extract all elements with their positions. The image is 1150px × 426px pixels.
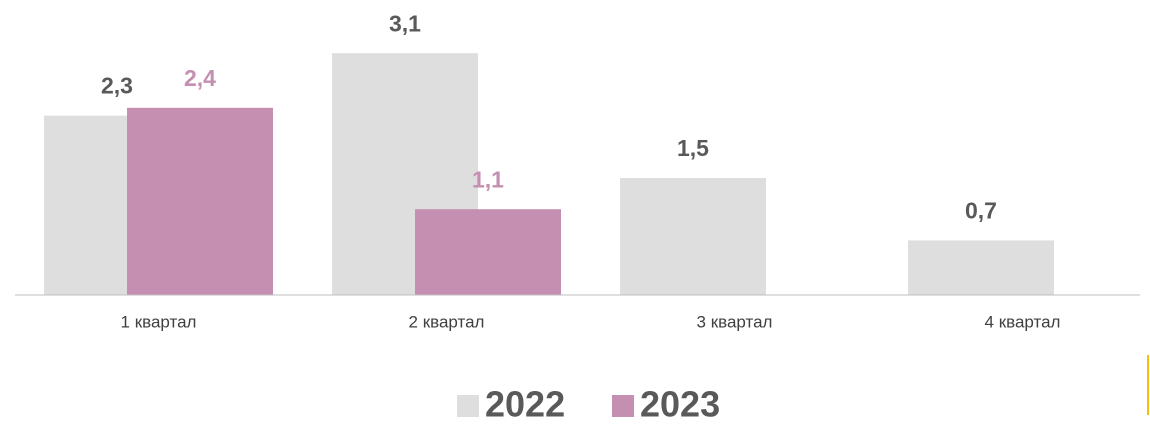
x-tick-label: 3 квартал [697, 312, 773, 331]
bar [620, 178, 766, 295]
value-label: 1,5 [677, 135, 709, 161]
legend-swatch [457, 395, 479, 417]
value-label: 2,3 [101, 73, 133, 99]
value-label: 3,1 [389, 10, 421, 36]
legend-label: 2022 [485, 384, 565, 421]
x-tick-label: 2 квартал [409, 312, 485, 331]
bar [127, 107, 273, 295]
legend-label: 2023 [640, 384, 720, 421]
bar [908, 240, 1054, 295]
legend-swatch [612, 395, 634, 417]
value-label: 1,1 [472, 166, 504, 192]
x-tick-label: 1 квартал [121, 312, 197, 331]
value-label: 0,7 [965, 197, 997, 223]
x-tick-label: 4 квартал [985, 312, 1061, 331]
bar [415, 209, 561, 295]
value-label: 2,4 [184, 65, 216, 91]
